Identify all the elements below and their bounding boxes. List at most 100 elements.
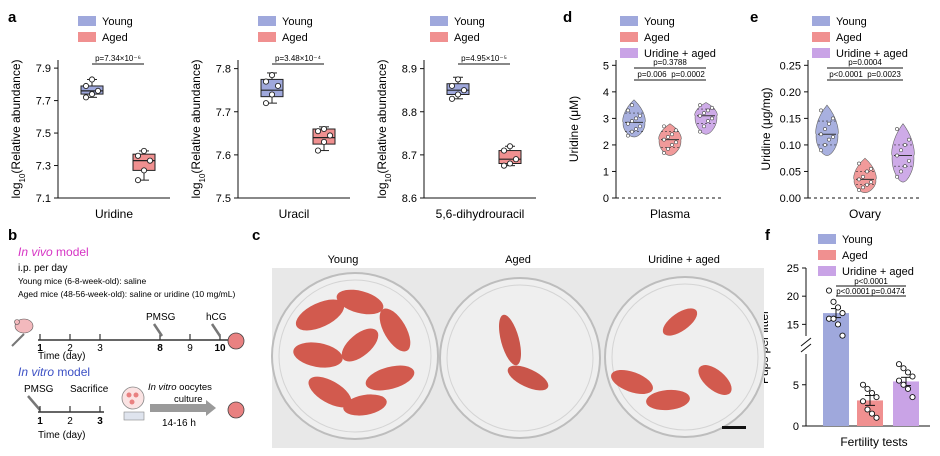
data-point bbox=[638, 113, 642, 118]
data-point bbox=[140, 147, 148, 154]
in-vivo-line2: Young mice (6-8-week-old): saline bbox=[18, 276, 146, 286]
y-tick-label: 7.6 bbox=[216, 150, 231, 162]
x-axis-label: Uridine bbox=[95, 207, 133, 221]
data-point bbox=[662, 137, 666, 142]
timeline-day-label: 1 bbox=[37, 416, 43, 427]
data-point bbox=[702, 124, 706, 129]
y-tick-label: 7.3 bbox=[36, 161, 51, 173]
in-vivo-line3: Aged mice (48-56-week-old): saline or ur… bbox=[18, 289, 235, 299]
data-point bbox=[630, 129, 634, 134]
data-point bbox=[899, 169, 903, 174]
p-value-label: p<0.0001 bbox=[854, 277, 888, 286]
data-point bbox=[823, 127, 827, 131]
legend-label: Aged bbox=[644, 32, 670, 44]
scale-bar bbox=[722, 426, 746, 429]
y-tick-label: 0.10 bbox=[780, 140, 801, 152]
data-point bbox=[868, 389, 876, 397]
data-point bbox=[140, 167, 148, 174]
y-axis-label: Uridine (μg/mg) bbox=[759, 88, 773, 171]
culture-dish-icon bbox=[121, 386, 145, 421]
y-tick-label: 5 bbox=[793, 380, 799, 392]
data-point bbox=[666, 147, 670, 151]
data-point bbox=[146, 157, 154, 164]
data-point bbox=[638, 124, 642, 129]
data-point bbox=[831, 135, 835, 139]
p-value-label: p=0.006 bbox=[637, 70, 667, 79]
y-tick-label: 7.7 bbox=[216, 107, 231, 119]
in-vivo-line1: i.p. per day bbox=[18, 263, 67, 274]
charts-layer: Young Aged 7.1 7.3 7.5 7.7 7.9 log10(Relative a… bbox=[9, 16, 930, 449]
y-tick-label: 25 bbox=[787, 263, 799, 275]
p-value-label: p=0.0474 bbox=[871, 287, 905, 296]
pmsg-label-invitro: PMSG bbox=[24, 384, 54, 395]
data-point bbox=[268, 72, 276, 79]
violin bbox=[694, 102, 718, 135]
data-point bbox=[500, 162, 508, 169]
y-tick-label: 0.20 bbox=[780, 87, 801, 99]
y-tick-label: 0.25 bbox=[780, 60, 801, 72]
data-point bbox=[819, 132, 823, 137]
y-tick-label: 8.8 bbox=[402, 107, 417, 119]
legend-swatch bbox=[620, 48, 638, 58]
y-axis-label: log10(Relative abundance) bbox=[189, 60, 207, 199]
data-point bbox=[326, 132, 334, 139]
legend-swatch bbox=[812, 48, 830, 58]
data-point bbox=[448, 82, 456, 89]
data-point bbox=[895, 361, 903, 368]
y-tick-label: 0 bbox=[603, 193, 609, 205]
axis-break-mark bbox=[800, 337, 812, 347]
legend-label: Young bbox=[282, 16, 313, 28]
data-point bbox=[895, 174, 899, 179]
data-point bbox=[268, 91, 276, 98]
p-value-label: p=0.3788 bbox=[653, 58, 687, 67]
x-axis-label: Uracil bbox=[279, 207, 310, 221]
pmsg-label-invivo: PMSG bbox=[146, 312, 176, 323]
data-point bbox=[895, 377, 903, 384]
arrow-icon bbox=[150, 400, 216, 416]
petri-dish-aged bbox=[439, 277, 601, 439]
y-axis-label: Uridine (μM) bbox=[567, 96, 581, 162]
timeline-day-label: 10 bbox=[214, 343, 226, 354]
p-value-label: p<0.0001 bbox=[829, 70, 863, 79]
timeline-day-label: 2 bbox=[67, 416, 73, 427]
legend-label: Aged bbox=[836, 32, 862, 44]
data-point bbox=[702, 111, 706, 115]
data-point bbox=[506, 143, 514, 150]
y-axis-label: log10(Relative abundance) bbox=[375, 60, 393, 199]
y-tick-label: 0.00 bbox=[780, 193, 801, 205]
timeline-day-label: 8 bbox=[157, 343, 163, 354]
in-vivo-time-label: Time (day) bbox=[38, 351, 85, 362]
data-point bbox=[839, 332, 846, 339]
y-axis-label: log10(Relative abundance) bbox=[9, 60, 27, 199]
data-point bbox=[831, 116, 835, 121]
data-point bbox=[448, 95, 456, 102]
data-point bbox=[706, 119, 710, 123]
data-point bbox=[710, 116, 714, 121]
culture-label-line2: culture bbox=[174, 394, 203, 405]
data-point bbox=[834, 321, 842, 328]
panel-e-photos: Young Aged Uridine + aged bbox=[271, 254, 766, 448]
data-point bbox=[903, 143, 907, 147]
data-point bbox=[698, 103, 702, 108]
legend-swatch bbox=[620, 32, 638, 42]
data-point bbox=[899, 148, 903, 153]
data-point bbox=[819, 108, 823, 113]
timeline-day-label: 1 bbox=[37, 343, 43, 354]
panel-letter-e: c bbox=[252, 227, 260, 244]
panel-letter-f: f bbox=[765, 227, 771, 244]
data-point bbox=[900, 365, 907, 372]
data-point bbox=[630, 119, 634, 123]
data-point bbox=[454, 76, 462, 83]
data-point bbox=[900, 381, 907, 388]
legend-swatch bbox=[818, 234, 836, 244]
data-point bbox=[262, 100, 270, 107]
data-point bbox=[698, 129, 702, 134]
data-point bbox=[839, 310, 846, 317]
data-point bbox=[834, 304, 842, 311]
data-point bbox=[864, 385, 871, 392]
data-point bbox=[827, 137, 831, 142]
data-point bbox=[698, 113, 702, 118]
data-point bbox=[895, 153, 899, 158]
hcg-label: hCG bbox=[206, 312, 227, 323]
data-point bbox=[873, 394, 880, 401]
